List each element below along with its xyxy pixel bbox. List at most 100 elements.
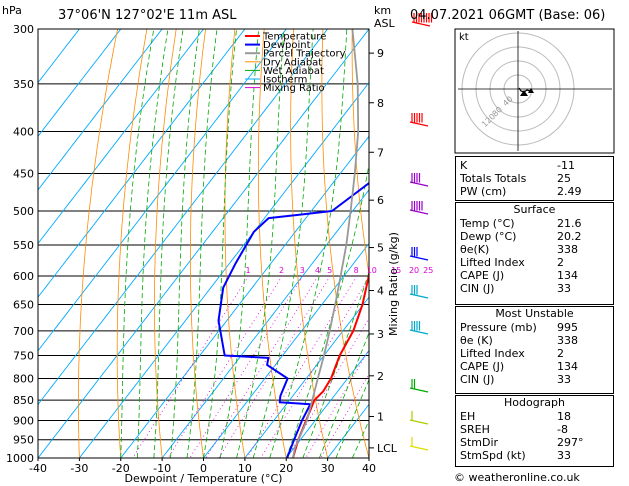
height-tick-label: 6 xyxy=(377,194,384,207)
row-label: Pressure (mb) xyxy=(460,321,537,334)
dry-adiabat-line xyxy=(290,29,328,458)
row-label: Lifted Index xyxy=(460,347,525,360)
x-tick-label: -20 xyxy=(112,462,130,475)
date-title: 04.07.2021 06GMT (Base: 06) xyxy=(410,8,606,23)
mixing-ratio-value: 8 xyxy=(354,266,359,275)
wind-barb xyxy=(409,121,429,127)
legend-label: Parcel Trajectory xyxy=(263,49,346,60)
x-tick-label: 40 xyxy=(362,462,376,475)
pressure-tick-label: 650 xyxy=(13,299,34,312)
row-label: CAPE (J) xyxy=(460,360,505,373)
wind-barb xyxy=(409,387,429,393)
wet-adiabat-line xyxy=(219,29,260,458)
isotherm-line xyxy=(38,29,287,352)
hodograph-unit-label: kt xyxy=(459,32,469,43)
x-tick-label: 0 xyxy=(200,462,207,475)
wet-adiabat-line xyxy=(153,29,184,458)
wind-barb xyxy=(409,445,429,451)
wet-adiabat-line xyxy=(120,29,155,458)
mixing-ratio-value: 15 xyxy=(391,266,401,275)
mixing-ratio-value: 3 xyxy=(300,266,305,275)
isotherm-line xyxy=(285,349,369,458)
table-row: Temp (°C) 21.6 xyxy=(456,217,613,230)
row-label: Lifted Index xyxy=(460,256,525,269)
x-axis-label: Dewpoint / Temperature (°C) xyxy=(125,472,283,485)
row-value: 2 xyxy=(557,256,564,269)
table-row: Pressure (mb) 995 xyxy=(456,321,613,334)
axes: 1 2 3 4 5 8 10 15 20 2530035040045050055060065070… xyxy=(6,23,433,485)
isotherm-line xyxy=(161,189,369,458)
pressure-tick-label: 1000 xyxy=(6,452,34,465)
row-label: SREH xyxy=(460,423,490,436)
hodograph-frame xyxy=(454,28,615,154)
row-label: K xyxy=(460,159,468,172)
legend-label: Temperature xyxy=(262,32,326,43)
pressure-tick-label: 950 xyxy=(13,434,34,447)
wind-barb xyxy=(409,329,429,335)
table-row: K -11 xyxy=(456,159,613,172)
x-tick-label: 20 xyxy=(279,462,293,475)
wet-adiabat-line xyxy=(269,29,348,458)
row-value: 33 xyxy=(557,373,571,386)
row-label: EH xyxy=(460,410,476,423)
dry-adiabat-line xyxy=(258,29,287,458)
dry-adiabat-line xyxy=(190,29,206,458)
row-value: 25 xyxy=(557,172,571,185)
mixing-ratio-value: 10 xyxy=(367,266,377,275)
row-label: PW (cm) xyxy=(460,185,507,198)
height-tick-label: 8 xyxy=(377,97,384,110)
wet-adiabat-line xyxy=(236,29,285,458)
row-value: -8 xyxy=(557,423,568,436)
dry-adiabat-line xyxy=(351,29,369,277)
height-tick-label: 3 xyxy=(377,328,384,341)
pressure-tick-label: 800 xyxy=(13,372,34,385)
row-value: 338 xyxy=(557,334,578,347)
dry-adiabat-line xyxy=(78,29,118,458)
asl-label: ASL xyxy=(374,17,395,30)
row-label: StmSpd (kt) xyxy=(460,449,526,462)
table-row: Totals Totals 25 xyxy=(456,172,613,185)
pressure-tick-label: 900 xyxy=(13,414,34,427)
table-row: θe(K) 338 xyxy=(456,243,613,256)
row-value: 134 xyxy=(557,269,578,282)
surface-panel: Surface Temp (°C) 21.6 Dewp (°C) 20.2 θe(K) 3… xyxy=(455,202,614,305)
row-value: 995 xyxy=(557,321,578,334)
most-unstable-panel: Most Unstable Pressure (mb) 995 θe (K) 338 L… xyxy=(455,306,614,394)
table-row: SREH -8 xyxy=(456,423,613,436)
x-tick-label: 30 xyxy=(321,462,335,475)
dry-adiabat-line xyxy=(224,29,246,458)
table-row: Lifted Index 2 xyxy=(456,256,613,269)
wet-adiabat-line xyxy=(186,29,218,458)
row-value: 338 xyxy=(557,243,578,256)
mixing-ratio-value: 4 xyxy=(315,266,320,275)
isotherm-line xyxy=(38,29,204,245)
km-label: km xyxy=(374,4,392,17)
height-tick-label: 1 xyxy=(377,410,384,423)
x-tick-label: -40 xyxy=(29,462,47,475)
pressure-tick-label: 700 xyxy=(13,325,34,338)
isotherm-line xyxy=(38,29,328,406)
isotherm-line xyxy=(79,81,369,458)
table-row: CIN (J) 33 xyxy=(456,373,613,386)
dry-adiabat-line xyxy=(116,29,148,458)
series-dewpoint xyxy=(217,181,369,458)
mixing-ratio-line xyxy=(205,275,319,458)
table-row: EH 18 xyxy=(456,410,613,423)
x-tick-label: -30 xyxy=(70,462,88,475)
table-row: θe (K) 338 xyxy=(456,334,613,347)
table-row: Dewp (°C) 20.2 xyxy=(456,230,613,243)
pressure-tick-label: 500 xyxy=(13,205,34,218)
row-value: 20.2 xyxy=(557,230,582,243)
mixing-ratio-line xyxy=(132,275,249,458)
table-row: StmDir 297° xyxy=(456,436,613,449)
mixing-ratio-value: 20 xyxy=(409,266,419,275)
isotherm-line xyxy=(327,403,369,458)
height-tick-label: 5 xyxy=(377,242,384,255)
wet-adiabat-line xyxy=(170,29,200,458)
copyright: © weatheronline.co.uk xyxy=(454,471,580,484)
mixing-ratio-line xyxy=(218,275,331,458)
row-label: CIN (J) xyxy=(460,282,495,295)
hpa-label: hPa xyxy=(2,4,22,17)
wind-barb xyxy=(409,181,429,187)
